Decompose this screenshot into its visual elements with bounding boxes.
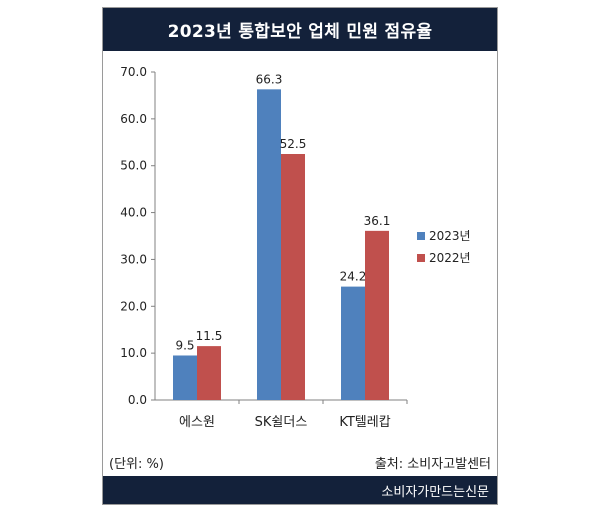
- data-label: 24.2: [340, 270, 367, 284]
- bar-series-2: [197, 346, 221, 400]
- y-tick-label: 40.0: [120, 206, 147, 220]
- publisher-bar: 소비자가만드는신문: [103, 476, 497, 504]
- data-label: 66.3: [256, 72, 283, 86]
- bar-series-1: [173, 355, 197, 400]
- x-category-label: KT텔레캅: [339, 415, 390, 430]
- bar-chart: 0.0 10.0 20.0 30.0 40.0 50.0 60.0 70.0 9.511.5 에스…: [120, 65, 471, 430]
- legend-swatch: [417, 232, 425, 240]
- y-tick-label: 20.0: [120, 299, 147, 313]
- data-label: 36.1: [364, 214, 391, 228]
- publisher-name: 소비자가만드는신문: [381, 484, 489, 500]
- infographic-frame: 2023년 통합보안 업체 민원 점유율 0.0 10.0 20.0 30.0 40.0…: [102, 7, 498, 505]
- legend-label: 2022년: [429, 251, 471, 265]
- unit-note: (단위: %): [109, 457, 164, 472]
- y-tick-label: 10.0: [120, 346, 147, 360]
- x-category-label: 에스원: [179, 415, 215, 430]
- bar-series-2: [365, 230, 389, 400]
- bar-series-1: [341, 286, 365, 400]
- y-tick-label: 70.0: [120, 65, 147, 79]
- legend-swatch: [417, 254, 425, 262]
- y-tick-label: 50.0: [120, 159, 147, 173]
- y-tick-label: 30.0: [120, 252, 147, 266]
- bar-series-2: [281, 154, 305, 400]
- data-label: 11.5: [196, 329, 223, 343]
- footer-notes: (단위: %) 출처: 소비자고발센터: [103, 451, 497, 473]
- data-label: 52.5: [280, 137, 307, 151]
- data-label: 9.5: [175, 338, 194, 352]
- source-note: 출처: 소비자고발센터: [374, 457, 491, 472]
- y-tick-label: 0.0: [128, 393, 147, 407]
- x-category-label: SK쉴더스: [255, 415, 308, 430]
- chart-title: 2023년 통합보안 업체 민원 점유율: [103, 8, 497, 51]
- y-tick-label: 60.0: [120, 112, 147, 126]
- legend-label: 2023년: [429, 229, 471, 243]
- bar-series-1: [257, 89, 281, 400]
